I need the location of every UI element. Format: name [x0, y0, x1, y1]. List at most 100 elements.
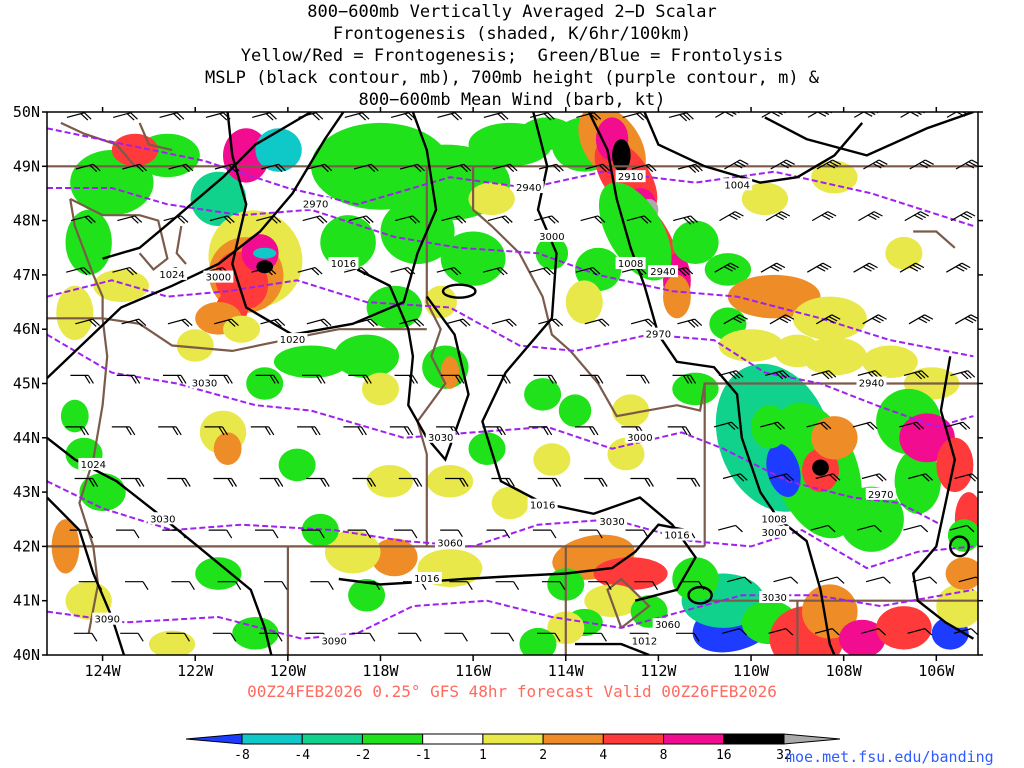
mslp-contour: [764, 112, 974, 157]
wind-barb: [113, 112, 138, 121]
y-tick-label: 43N: [13, 483, 40, 501]
mslp-contour: [356, 268, 470, 462]
contour-label: 3030: [599, 517, 624, 528]
wind-barb: [483, 112, 509, 121]
contour-label: 1020: [280, 335, 305, 346]
wind-barb: [575, 266, 601, 276]
contour-label-bg: [434, 536, 465, 549]
wind-barb: [858, 211, 883, 222]
credit-link[interactable]: moe.met.fsu.edu/banding: [786, 748, 994, 766]
wind-barb: [214, 163, 240, 173]
title-line-4: MSLP (black contour, mb), 700mb height (…: [204, 68, 820, 88]
contour-label-bg: [92, 612, 123, 625]
legend-label: 32: [776, 748, 792, 763]
wind-barb: [116, 374, 141, 384]
wind-barb: [348, 374, 372, 384]
wind-barb: [815, 314, 841, 325]
shading-cell: [766, 443, 801, 497]
wind-barb: [208, 529, 233, 539]
wind-barb: [297, 266, 323, 276]
wind-barb: [74, 477, 99, 487]
wind-barb: [585, 163, 611, 173]
y-tick-label: 42N: [13, 537, 40, 555]
wind-barb: [715, 112, 740, 118]
shading-cell: [839, 619, 886, 655]
wind-barb: [259, 632, 283, 642]
border-line: [138, 122, 173, 152]
contour-label-bg: [722, 178, 753, 191]
wind-barb: [209, 215, 235, 224]
wind-barb: [251, 266, 277, 276]
shading-cell: [440, 356, 460, 389]
legend-swatch: [422, 733, 484, 745]
wind-barb: [811, 370, 837, 380]
wind-barb: [819, 576, 845, 584]
wind-barb: [676, 477, 701, 487]
wind-barb: [719, 211, 744, 222]
wind-barb: [445, 318, 471, 327]
wind-barb: [579, 529, 603, 539]
shading-cell: [111, 133, 159, 167]
shading-cell: [60, 399, 89, 433]
contour-label: 2940: [516, 183, 541, 194]
contour-label: 3000: [206, 273, 231, 284]
wind-barb: [575, 426, 599, 436]
wind-barb: [722, 473, 748, 482]
wind-barb: [634, 581, 659, 591]
contour-label: 2940: [859, 379, 884, 390]
wind-barb: [490, 632, 515, 642]
shading-cell: [278, 448, 316, 482]
wind-barb: [116, 529, 140, 539]
wind-barb: [537, 632, 561, 642]
wind-barb: [212, 632, 237, 642]
wind-barb: [446, 163, 472, 173]
wind-barb: [393, 529, 418, 539]
wind-barb: [163, 374, 187, 384]
wind-barb: [806, 421, 832, 431]
mslp-closed-contour: [441, 283, 477, 299]
wind-barb: [356, 581, 381, 591]
wind-barb: [437, 112, 463, 121]
wind-barb: [677, 318, 703, 328]
wind-barb: [171, 581, 195, 591]
shading-cell: [751, 405, 789, 449]
wind-barb: [538, 163, 564, 173]
legend-label: -4: [294, 748, 310, 763]
wind-barb: [492, 163, 518, 173]
wind-barb: [495, 581, 520, 591]
wind-barb: [482, 266, 508, 276]
title-line-3: Yellow/Red = Frontogenesis; Green/Blue =…: [240, 46, 784, 66]
wind-barb: [120, 632, 144, 642]
x-tick-label: 112W: [640, 662, 677, 680]
height-contour: [47, 588, 974, 640]
shading-cell: [426, 464, 474, 498]
legend-swatch: [542, 733, 604, 745]
wind-barb: [903, 370, 929, 380]
shading-cell: [607, 437, 645, 471]
wind-barb: [769, 473, 794, 482]
mslp-contour: [643, 112, 864, 184]
shading-cell: [612, 394, 650, 427]
wind-barb: [302, 374, 326, 384]
wind-barb: [389, 426, 414, 436]
wind-barb: [770, 159, 795, 170]
wind-barb: [162, 529, 186, 539]
wind-barb: [861, 473, 887, 482]
wind-barb: [69, 529, 94, 539]
shading-cell: [213, 432, 242, 465]
height-contour: [47, 279, 974, 428]
wind-barb: [909, 159, 934, 170]
wind-barb: [668, 112, 694, 122]
contour-labels: 1004 1008 1008 1012 1016 1016 1016 1016 1020 1024…: [78, 170, 896, 647]
wind-barb: [576, 112, 602, 121]
wind-barb: [899, 262, 925, 273]
shading-cell: [565, 280, 603, 324]
wind-barb: [955, 159, 978, 170]
shading-cell: [812, 459, 829, 476]
color-legend: -8 -4 -2 -1 1 2 4 8 16 32: [185, 733, 841, 763]
shading-cell: [801, 584, 858, 639]
wind-barb: [167, 318, 193, 327]
shading-cell: [491, 486, 529, 520]
wind-barb: [534, 215, 559, 224]
